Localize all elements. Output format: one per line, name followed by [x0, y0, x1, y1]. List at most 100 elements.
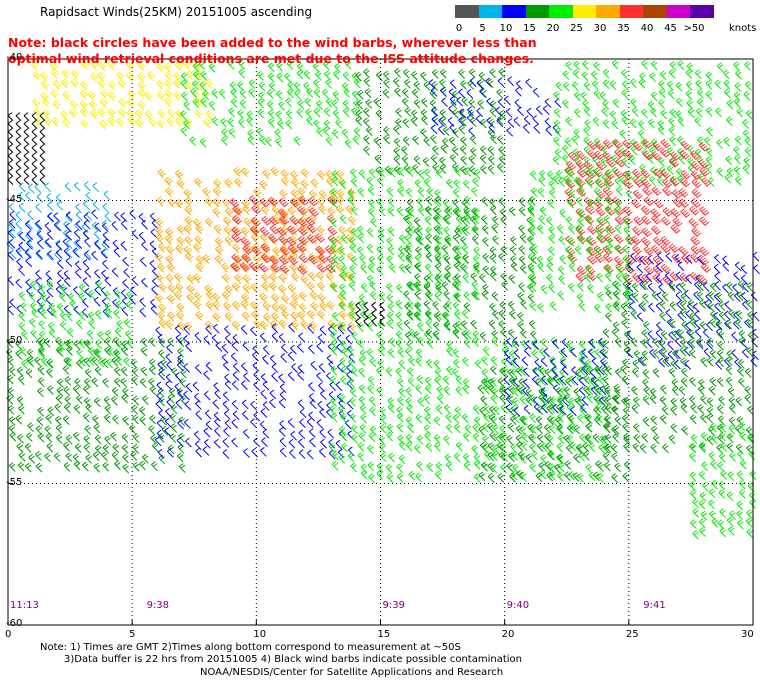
wind-barb — [9, 298, 16, 309]
wind-barb — [351, 367, 358, 377]
wind-barb — [94, 366, 102, 377]
wind-barb — [659, 396, 667, 406]
wind-barb — [306, 281, 315, 292]
wind-barb — [43, 117, 52, 128]
wind-barb — [363, 68, 370, 79]
wind-barb — [720, 470, 728, 480]
wind-barb — [192, 381, 200, 392]
wind-barb — [339, 301, 346, 312]
wind-barb — [313, 88, 321, 99]
wind-barb — [193, 291, 203, 302]
wind-barb — [87, 90, 97, 101]
wind-barb — [492, 444, 500, 455]
wind-barb — [227, 60, 235, 70]
wind-barb — [199, 81, 207, 92]
wind-barb — [287, 283, 297, 294]
wind-barb — [224, 325, 231, 336]
wind-barb — [633, 396, 641, 407]
wind-barb — [667, 340, 674, 351]
wind-barb — [299, 215, 308, 226]
wind-barb — [745, 299, 753, 310]
wind-barb — [290, 189, 300, 199]
wind-barb — [91, 221, 99, 232]
wind-barb — [613, 383, 621, 394]
wind-barb — [339, 214, 347, 225]
wind-barb — [118, 79, 127, 89]
note-line-1: Note: black circles have been added to t… — [8, 35, 537, 50]
wind-barb — [709, 422, 717, 433]
wind-barb — [681, 254, 692, 265]
wind-barb — [642, 293, 649, 304]
wind-barb — [486, 97, 494, 108]
wind-barb — [275, 137, 282, 148]
wind-barb — [100, 249, 108, 259]
wind-barb — [424, 406, 431, 417]
wind-barb — [583, 365, 591, 376]
wind-barb — [546, 471, 554, 482]
wind-barb — [487, 473, 495, 483]
wind-barb — [734, 424, 742, 435]
wind-barb — [568, 224, 575, 235]
wind-barb — [122, 256, 130, 267]
wind-barb — [518, 378, 526, 388]
wind-barb — [144, 110, 154, 120]
wind-barb — [331, 339, 338, 350]
wind-barb — [262, 301, 271, 312]
wind-barb — [307, 324, 315, 334]
wind-barb — [501, 452, 508, 462]
wind-barb — [192, 98, 200, 109]
wind-barb — [318, 253, 329, 264]
wind-barb — [306, 449, 314, 460]
wind-barb — [298, 302, 307, 313]
wind-barb — [406, 198, 414, 209]
wind-barb — [383, 78, 390, 89]
wind-barb — [112, 414, 119, 425]
wind-barb — [120, 212, 128, 222]
wind-barb — [604, 284, 612, 295]
wind-barb — [431, 69, 439, 79]
wind-barb — [432, 145, 439, 156]
wind-barb — [675, 81, 683, 92]
wind-barb — [258, 262, 269, 273]
wind-barb — [460, 320, 468, 330]
wind-barb — [525, 339, 532, 350]
wind-barb — [468, 155, 476, 165]
wind-barb — [57, 259, 64, 270]
wind-barb — [178, 416, 186, 427]
wind-barb — [662, 357, 670, 368]
wind-barb — [140, 337, 148, 348]
wind-barb — [565, 246, 572, 257]
wind-barb — [55, 240, 63, 251]
wind-barb — [578, 376, 586, 387]
contaminated-wind-barb — [379, 317, 386, 327]
wind-barb — [414, 273, 421, 283]
wind-barb — [547, 199, 555, 209]
wind-barb — [549, 188, 556, 199]
wind-barb — [382, 88, 390, 99]
wind-barb — [47, 212, 55, 223]
wind-barb — [672, 217, 683, 227]
wind-barb — [180, 72, 188, 82]
wind-barb — [260, 407, 268, 418]
wind-barb — [268, 233, 279, 244]
wind-barb — [529, 413, 537, 424]
wind-barb — [724, 173, 732, 184]
wind-barb — [386, 431, 394, 442]
wind-barb — [424, 168, 431, 179]
wind-barb — [213, 187, 222, 197]
wind-barb — [692, 508, 700, 518]
wind-barb — [649, 72, 656, 82]
wind-barb — [221, 262, 230, 273]
wind-barb — [575, 178, 582, 189]
wind-barb — [398, 234, 406, 244]
wind-barb — [406, 310, 414, 321]
wind-barb — [598, 337, 605, 348]
wind-barb — [444, 273, 451, 283]
wind-barb — [415, 235, 423, 246]
wind-barb — [334, 63, 341, 73]
wind-barb — [395, 330, 403, 341]
wind-barb — [605, 224, 616, 235]
wind-barb — [200, 97, 208, 108]
wind-barb — [83, 443, 91, 454]
wind-barb — [114, 327, 122, 338]
